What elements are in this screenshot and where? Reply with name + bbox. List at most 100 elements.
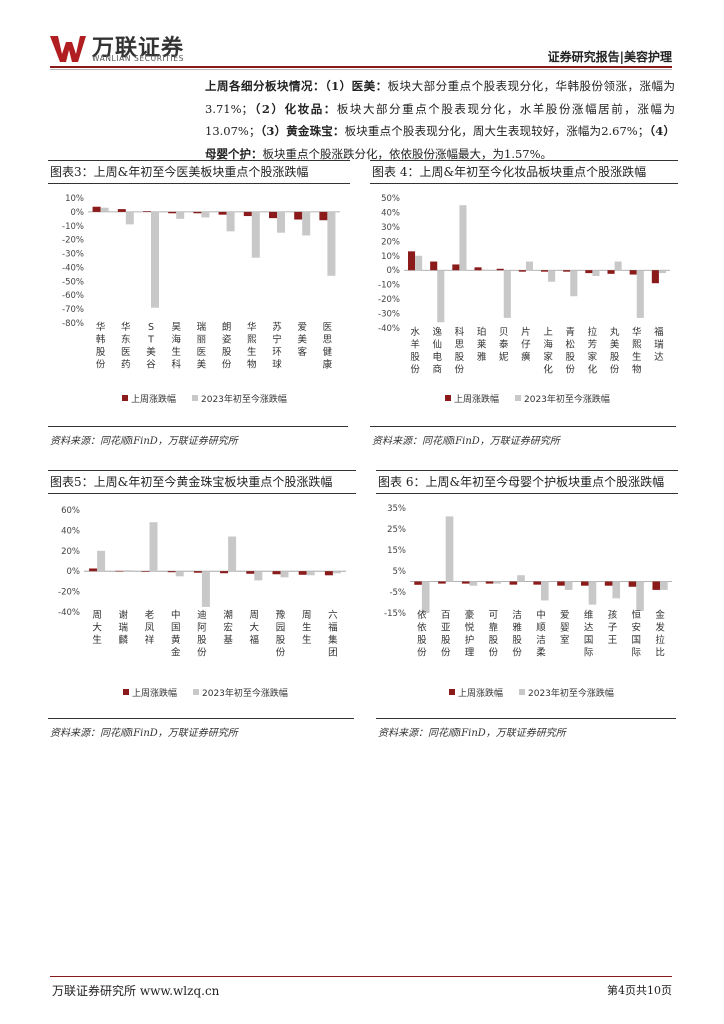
bar-weekly-change [581, 581, 589, 586]
category-label: 豫园股份 [276, 609, 286, 659]
y-tick-label: -30% [378, 310, 400, 320]
bar-ytd-change [277, 211, 285, 233]
bar-ytd-change [612, 581, 621, 599]
chart-source: 资料来源：同花顺iFinD，万联证券研究所 [50, 728, 238, 739]
wanlian-logo-icon [50, 36, 86, 62]
category-label: 华熙生物 [247, 321, 257, 371]
category-label: 华熙生物 [632, 326, 642, 376]
category-label: 维达国际 [584, 609, 594, 659]
category-label: 拉芳家化 [588, 326, 598, 376]
legend-label-weekly: 上周涨跌幅 [458, 687, 503, 699]
category-label: 谢瑞麟 [119, 609, 129, 646]
footer-divider [50, 976, 672, 977]
category-label: 可靠股份 [489, 610, 499, 659]
y-tick-label: 40% [61, 526, 80, 536]
bar-ytd-change [459, 205, 467, 271]
legend-swatch-ytd [192, 395, 198, 401]
bar-weekly-change [533, 581, 541, 585]
bar-ytd-change [302, 211, 311, 236]
bar-ytd-change [176, 211, 185, 219]
bar-weekly-change [143, 211, 151, 212]
legend-swatch-weekly [449, 689, 455, 695]
bar-weekly-change [168, 211, 177, 214]
y-tick-label: 60% [61, 506, 80, 516]
header-divider-thin [50, 69, 672, 70]
bar-weekly-change [474, 267, 482, 271]
summary-lead: 上周各细分板块情况： [205, 79, 325, 93]
summary-text-cosmetics: 板块大部分重点个股表现分化，水羊股份涨幅居前，涨幅为13.07%； [205, 101, 675, 139]
bar-weekly-change [218, 211, 227, 215]
y-tick-label: -50% [62, 277, 84, 287]
bar-ytd-change [636, 270, 644, 318]
bar-chart-cosmetics: 50% 40% 30% 20% 10% 0% -10% -20% -30% -40% 水羊股份 逸仙电… [378, 194, 670, 405]
bar-weekly-change [243, 211, 252, 217]
y-tick-label: 5% [393, 567, 407, 577]
bar-ytd-change [175, 571, 184, 577]
bar-chart-jewelry: 60% 40% 20% 0% -20% -40% 周大生 谢瑞麟 老凤祥 中国黄金 迪阿股份 潮宏基 周… [58, 506, 346, 699]
bar-ytd-change [437, 270, 445, 323]
chart-source: 资料来源：同花顺iFinD，万联证券研究所 [372, 436, 560, 447]
bar-weekly-change [141, 571, 150, 572]
bar-chart-medical-beauty: 10% 0% -10% -20% -30% -40% -50% -60% -70% -80% 华韩股… [62, 194, 340, 405]
bar-weekly-change [220, 571, 229, 574]
legend-swatch-ytd [519, 689, 525, 695]
bar-ytd-change [503, 270, 511, 318]
bar-weekly-change [452, 264, 460, 271]
y-tick-label: -20% [62, 236, 84, 246]
category-label: 老凤祥 [145, 609, 155, 646]
summary-tag-maternal-care: （4）母婴个护： [205, 124, 675, 161]
bar-ytd-change [201, 571, 210, 607]
y-tick-label: 50% [381, 194, 400, 204]
bar-weekly-change [193, 571, 202, 573]
category-label: 周大生 [92, 610, 102, 646]
bar-weekly-change [430, 261, 438, 271]
chart-title: 图表3：上周&年初至今医美板块重点个股涨跌幅 [48, 160, 350, 184]
report-type: 证券研究报告|美容护理 [547, 50, 672, 64]
chart-bottom-border [48, 718, 354, 719]
bar-ytd-change [570, 270, 578, 297]
category-label: 中国黄金 [171, 609, 181, 659]
y-tick-label: -40% [62, 263, 84, 273]
category-label: 依依股份 [417, 609, 427, 659]
category-label: 孩子王 [608, 609, 618, 646]
category-label: 青松股份 [565, 326, 575, 376]
bar-weekly-change [485, 581, 494, 584]
bar-ytd-change [445, 516, 454, 582]
chart-panel-cosmetics: 图表 4：上周&年初至今化妆品板块重点个股涨跌幅 50% 40% 30% 20% 10%… [370, 160, 678, 460]
category-label: 洁雅股份 [512, 609, 522, 659]
summary-paragraph: 上周各细分板块情况：（1）医美：板块大部分重点个股表现分化，华韩股份领涨，涨幅为… [205, 75, 675, 165]
y-tick-label: 20% [61, 547, 80, 557]
category-label: S T 美谷 [146, 322, 156, 371]
bar-weekly-change [324, 571, 333, 576]
legend-label-weekly: 上周涨跌幅 [454, 393, 499, 405]
header-divider [50, 66, 672, 68]
legend-label-ytd: 2023年初至今涨跌幅 [201, 393, 287, 405]
bar-weekly-change [298, 571, 307, 575]
y-tick-label: -40% [58, 608, 80, 618]
y-tick-label: -20% [378, 295, 400, 305]
bar-ytd-change [254, 571, 263, 581]
bar-ytd-change [100, 207, 109, 212]
y-tick-label: -5% [389, 588, 406, 598]
bar-weekly-change [496, 268, 504, 271]
bar-weekly-change [518, 270, 526, 272]
bar-weekly-change [461, 581, 470, 584]
bar-ytd-change [421, 581, 430, 613]
category-label: 逸仙电商 [432, 327, 442, 376]
category-label: 水羊股份 [410, 326, 420, 376]
bar-ytd-change [636, 581, 644, 611]
category-label: 恒安国际 [632, 609, 642, 659]
bar-weekly-change [563, 270, 571, 272]
y-tick-label: 0% [67, 567, 81, 577]
bar-ytd-change [658, 270, 667, 274]
bar-chart-maternal-care: 35% 25% 15% 5% -5% -15% 依依股份 百亚股份 豪悦护理 可靠股份 洁雅股份 中顺… [384, 504, 672, 699]
category-label: 周生生 [302, 610, 312, 646]
bar-weekly-change [651, 270, 659, 284]
summary-text-maternal-care: 板块重点个股涨跌分化，依依股份涨幅最大，为1.57%。 [262, 146, 553, 161]
category-label: 科思股份 [455, 326, 465, 376]
bar-ytd-change [149, 522, 158, 572]
footer-website: 万联证券研究所 www.wlzq.cn [52, 984, 220, 998]
category-label: 百亚股份 [441, 610, 451, 659]
bar-weekly-change [193, 211, 202, 214]
bar-ytd-change [541, 581, 549, 601]
